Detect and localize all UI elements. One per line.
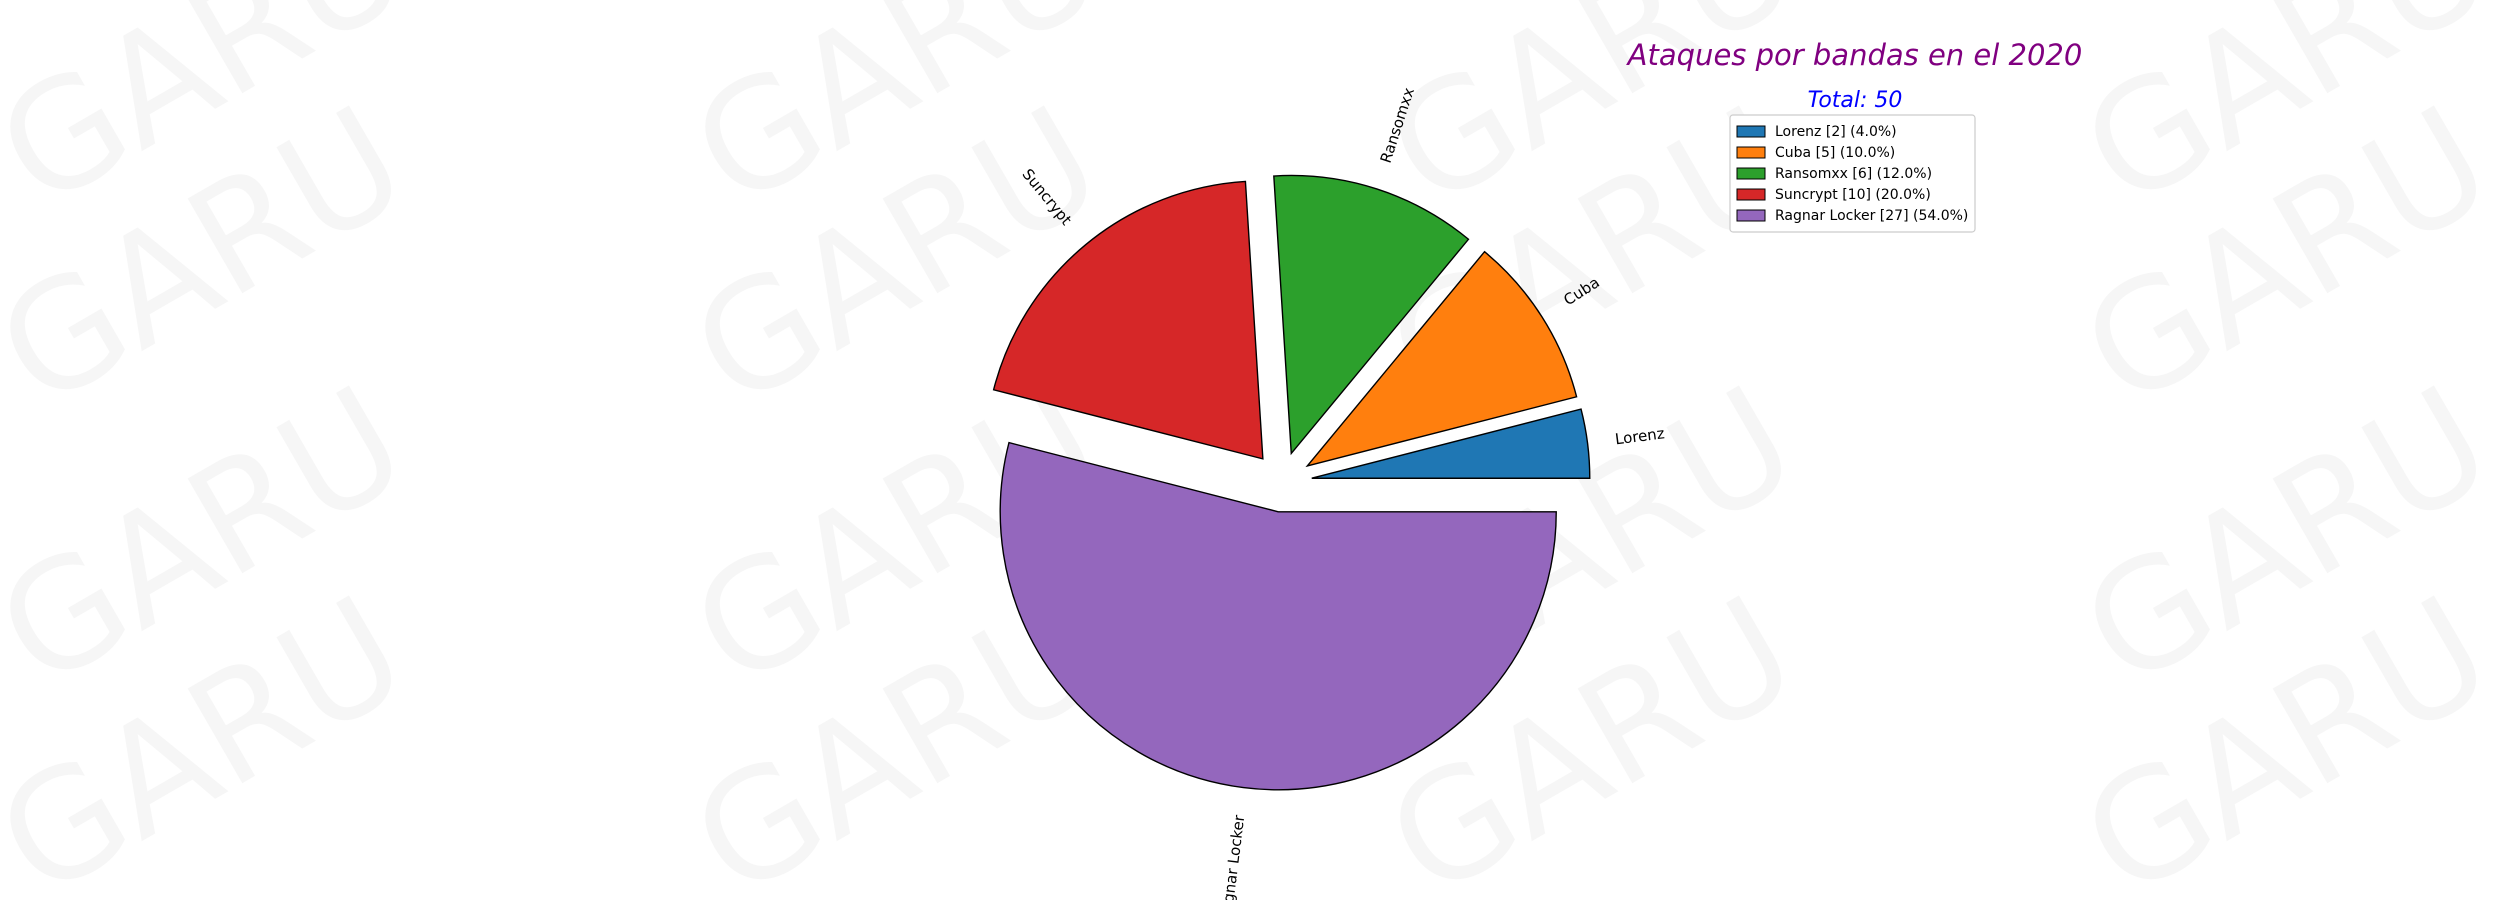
- pie-slices: [992, 174, 1591, 791]
- pie-label-ragnar-locker: Ragnar Locker: [1217, 813, 1248, 900]
- legend-swatch: [1736, 146, 1766, 159]
- legend-swatch: [1736, 125, 1766, 138]
- legend-entry: Suncrypt [10] (20.0%): [1775, 187, 1931, 203]
- legend-entry: Cuba [5] (10.0%): [1775, 145, 1895, 161]
- pie-slice-suncrypt: [992, 180, 1264, 460]
- pie-slice-lorenz: [1311, 408, 1591, 479]
- pie-slice-ransomxx: [1273, 174, 1470, 456]
- legend: Lorenz [2] (4.0%) Cuba [5] (10.0%) Ransomx…: [1729, 114, 1976, 233]
- legend-entry: Ragnar Locker [27] (54.0%): [1775, 208, 1968, 224]
- legend-entry: Ransomxx [6] (12.0%): [1775, 166, 1932, 182]
- legend-entry: Lorenz [2] (4.0%): [1775, 124, 1897, 140]
- legend-swatch: [1736, 188, 1766, 201]
- chart-title: Ataques por bandas en el 2020: [1626, 38, 2083, 72]
- legend-frame: [1729, 114, 1976, 233]
- legend-swatch: [1736, 167, 1766, 180]
- legend-swatch: [1736, 209, 1766, 222]
- chart-subtitle: Total: 50: [1808, 88, 1903, 113]
- pie-slice-ragnar-locker: [999, 441, 1557, 791]
- pie-slice-cuba: [1305, 250, 1578, 468]
